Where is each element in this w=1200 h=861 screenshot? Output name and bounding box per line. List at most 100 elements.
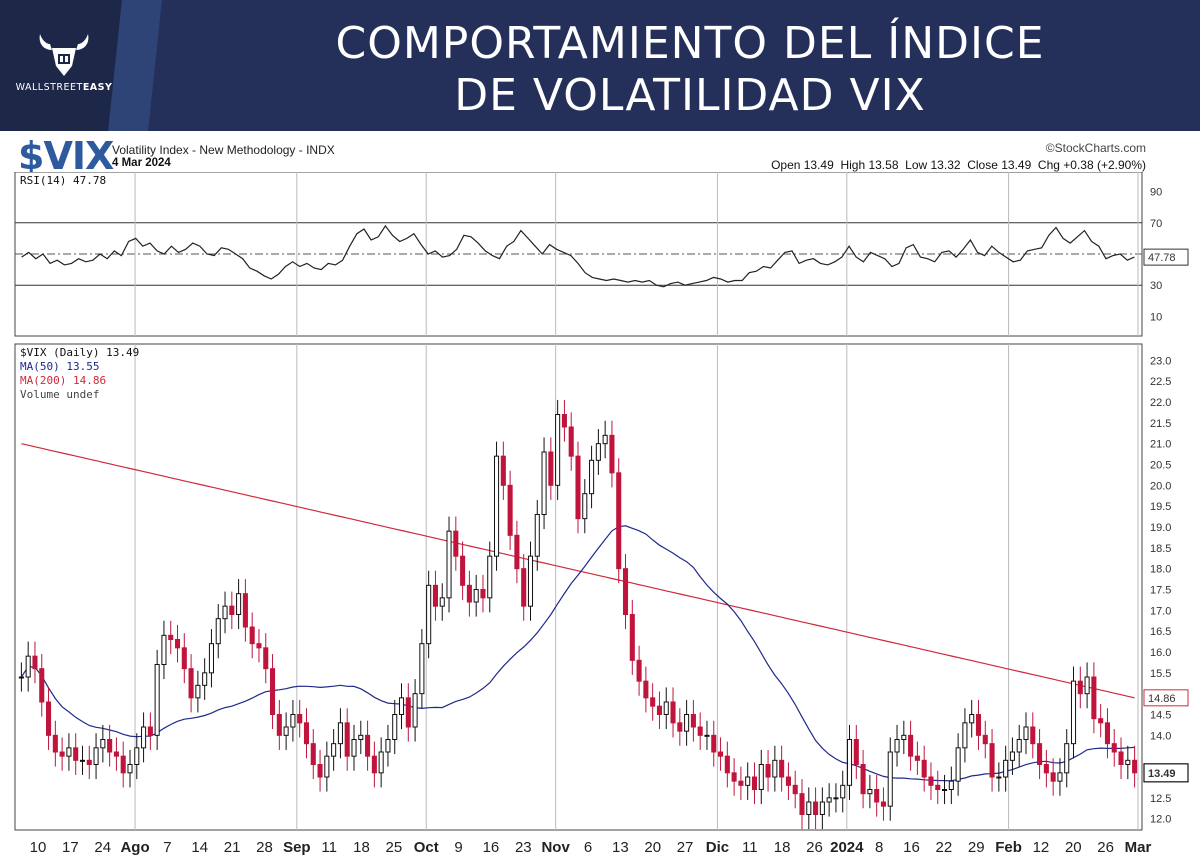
candle-body — [792, 784, 798, 795]
banner-title: COMPORTAMIENTO DEL ÍNDICE DE VOLATILIDAD… — [180, 18, 1200, 122]
candle-body — [113, 751, 119, 757]
price-tick-label: 21.0 — [1150, 439, 1171, 451]
candle-body — [772, 759, 778, 778]
x-tick-label: 29 — [968, 839, 985, 856]
candle-body — [181, 647, 187, 670]
x-tick-label: Oct — [414, 839, 439, 856]
candle-body — [188, 668, 194, 699]
candle-body — [779, 759, 785, 778]
x-tick-label: 13 — [612, 839, 629, 856]
x-tick-label: 2024 — [830, 839, 864, 856]
candle-body — [575, 455, 581, 520]
candle-body — [819, 801, 825, 815]
candle-body — [66, 747, 72, 757]
candle-body — [18, 676, 24, 679]
candle-body — [935, 784, 941, 790]
price-panel-frame — [14, 343, 1143, 831]
candle-body — [745, 776, 751, 786]
candle-body — [806, 801, 812, 815]
candle-body — [1118, 751, 1124, 765]
candle-body — [711, 734, 717, 753]
candle-body — [358, 734, 364, 740]
candle-body — [765, 764, 771, 778]
candle-body — [568, 426, 574, 457]
price-tick-label: 16.0 — [1150, 647, 1171, 659]
candle-body — [303, 722, 310, 745]
rsi-last-value-box — [1143, 248, 1189, 266]
ohlc-readout: Open 13.49 High 13.58 Low 13.32 Close 13… — [771, 158, 1146, 172]
candle-body — [704, 734, 710, 737]
x-tick-label: 11 — [742, 839, 758, 856]
candle-body — [840, 784, 846, 799]
candle-body — [365, 734, 371, 757]
candle-body — [290, 714, 296, 728]
x-tick-label: 18 — [774, 839, 791, 856]
x-tick-label: 7 — [163, 839, 171, 856]
candle-body — [460, 555, 466, 586]
candle-body — [1098, 718, 1104, 724]
candle-body — [609, 434, 615, 474]
candle-body — [1077, 680, 1083, 695]
candle-body — [256, 643, 262, 649]
candle-body — [595, 443, 601, 461]
candle-body — [1016, 739, 1022, 753]
x-tick-label: 10 — [30, 839, 47, 856]
candle-body — [208, 643, 214, 674]
candle-body — [738, 780, 744, 786]
candle-body — [724, 755, 730, 774]
x-tick-label: 16 — [903, 839, 920, 856]
x-tick-label: 26 — [1097, 839, 1114, 856]
candle-body — [439, 597, 445, 607]
stockcharts-brand: ©StockCharts.com — [1045, 141, 1146, 155]
x-tick-label: 6 — [584, 839, 592, 856]
candle-body — [901, 734, 907, 740]
candle-body — [541, 451, 547, 515]
candle-body — [1050, 772, 1056, 782]
x-tick-label: 27 — [677, 839, 694, 856]
candle-body — [46, 701, 52, 736]
candle-body — [962, 722, 968, 749]
candle-body — [371, 755, 377, 774]
candle-body — [351, 739, 357, 757]
candle-body — [534, 514, 540, 557]
candle-body — [141, 726, 147, 749]
candle-body — [1023, 726, 1029, 740]
price-tick-label: 17.5 — [1150, 585, 1171, 597]
candle-body — [751, 776, 758, 790]
price-tick-label: 16.5 — [1150, 626, 1171, 638]
candle-body — [555, 414, 561, 486]
candle-body — [276, 714, 282, 736]
candle-body — [561, 414, 567, 428]
candle-body — [59, 751, 65, 757]
candle-body — [120, 755, 126, 774]
candle-body — [134, 747, 140, 765]
candle-body — [161, 634, 167, 666]
candle-body — [860, 764, 866, 795]
x-tick-label: 18 — [353, 839, 370, 856]
price-tick-label: 20.0 — [1150, 480, 1171, 492]
candle-body — [813, 801, 819, 815]
candle-body — [684, 714, 690, 732]
close-value-label: 13.49 — [1148, 768, 1176, 780]
x-tick-label: 23 — [515, 839, 532, 856]
ma200-line — [21, 443, 1135, 699]
price-tick-label: 19.0 — [1150, 522, 1171, 534]
candle-body — [948, 780, 954, 791]
x-tick-label: Sep — [283, 839, 311, 856]
candle-body — [887, 751, 893, 807]
candle-body — [894, 739, 900, 753]
candle-body — [853, 739, 859, 765]
candle-body — [453, 530, 459, 557]
candle-body — [236, 593, 242, 615]
candle-body — [317, 764, 323, 778]
bull-logo-icon — [39, 34, 89, 76]
candle-body — [670, 701, 676, 724]
candle-body — [86, 759, 92, 765]
candle-body — [39, 668, 45, 703]
x-tick-label: Feb — [995, 839, 1022, 856]
candle-body — [514, 534, 520, 570]
legend-volume: Volume undef — [20, 388, 99, 401]
candle-body — [731, 772, 737, 782]
x-tick-label: 16 — [483, 839, 500, 856]
candle-body — [79, 759, 86, 762]
